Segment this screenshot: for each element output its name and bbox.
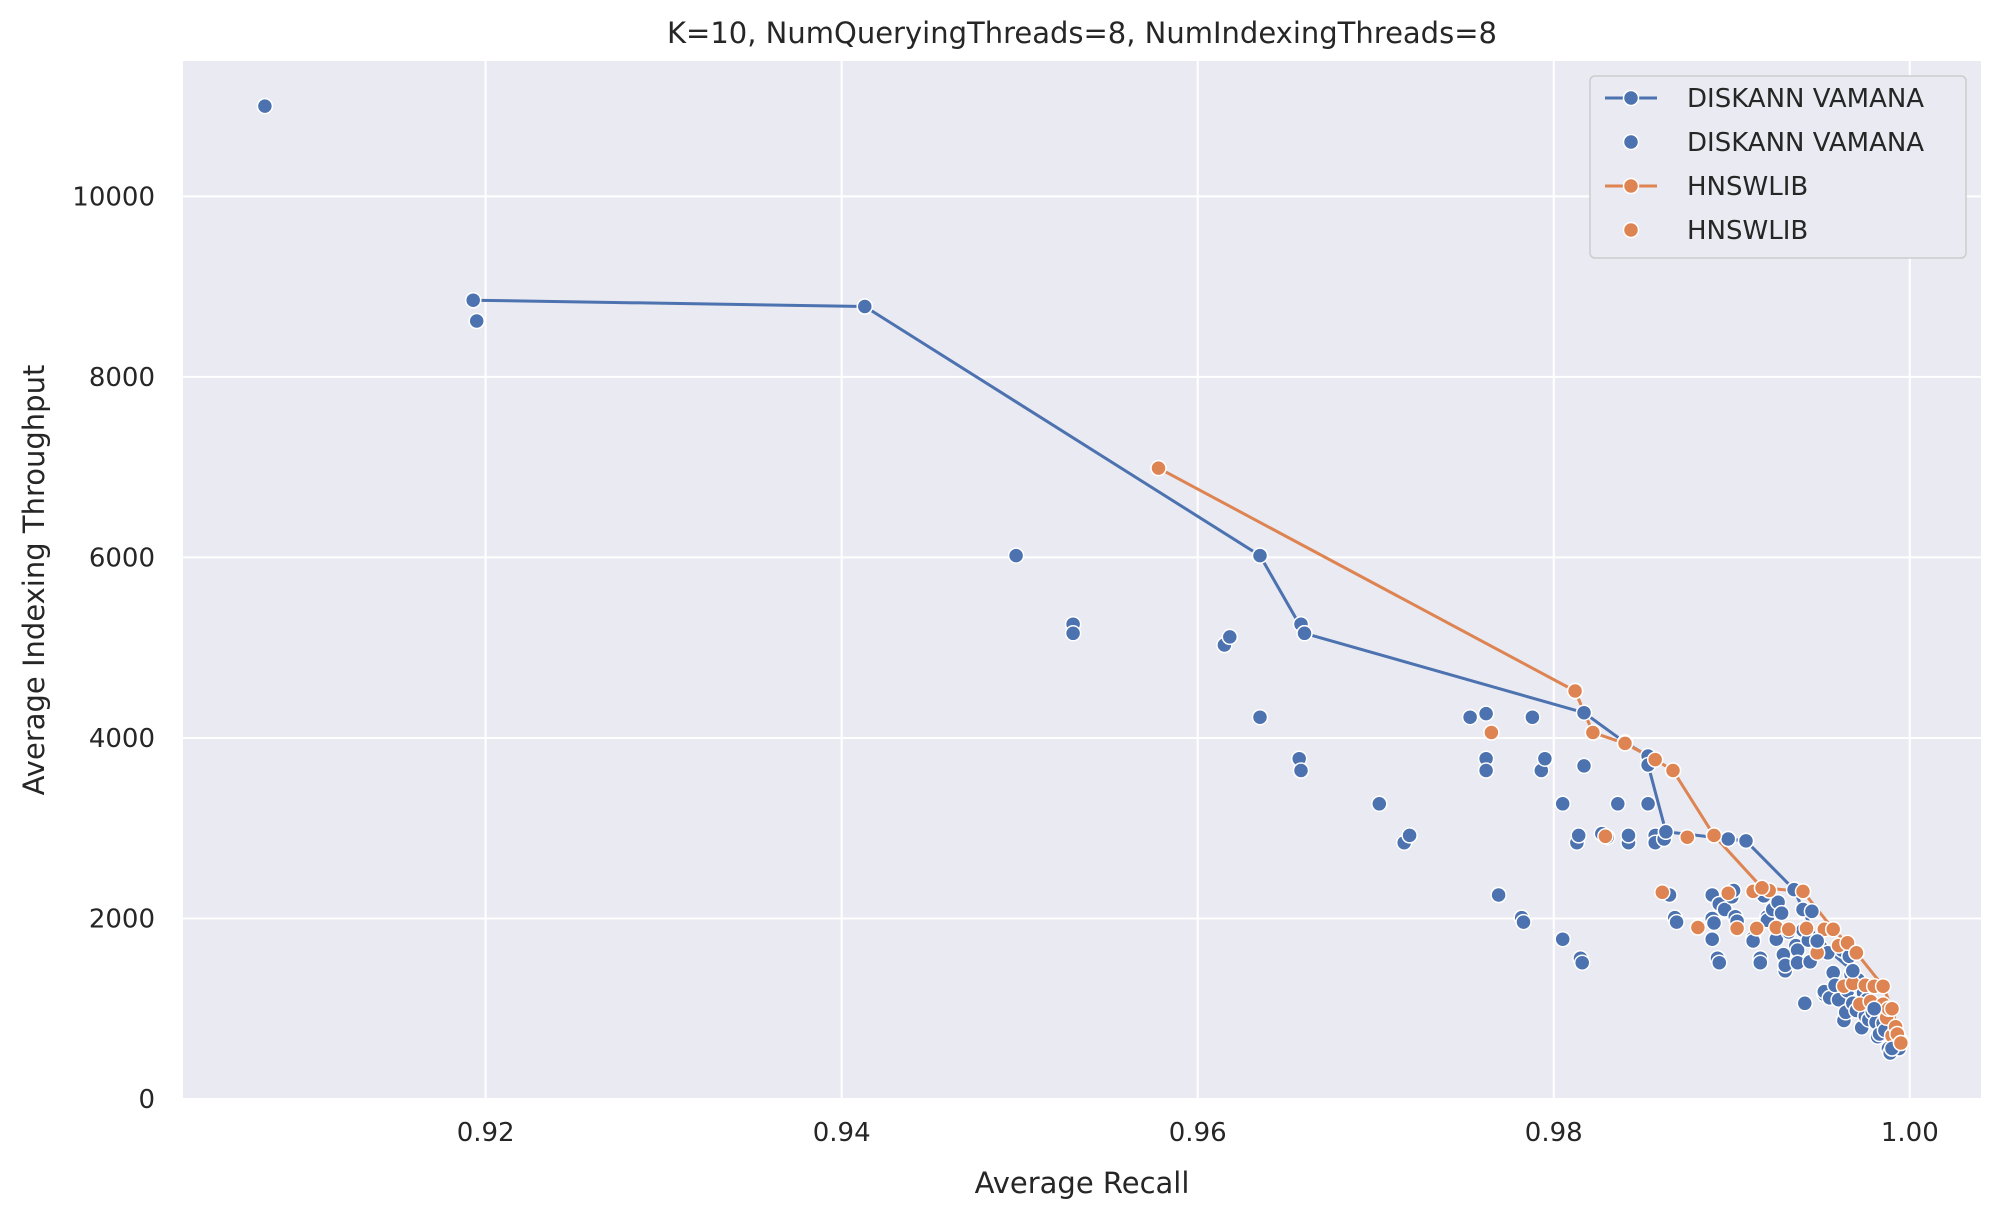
line-marker — [856, 298, 874, 315]
legend: DISKANN VAMANA DISKANN VAMANA HNSWLIB HNSWL… — [1589, 75, 1967, 259]
data-point — [1536, 750, 1554, 767]
line-marker — [1616, 735, 1634, 752]
y-tick-label: 4000 — [89, 724, 155, 754]
data-point — [1803, 903, 1821, 920]
legend-label: HNSWLIB — [1687, 172, 1808, 202]
line-marker — [1657, 823, 1675, 841]
data-point — [1524, 708, 1541, 726]
data-point — [1728, 920, 1746, 937]
data-point — [468, 312, 485, 330]
series-points — [256, 97, 1910, 1062]
line-marker — [1296, 625, 1313, 642]
data-point — [1705, 914, 1723, 932]
line-marker — [1575, 704, 1593, 721]
data-point — [1609, 795, 1627, 813]
data-point — [1719, 884, 1737, 902]
line-marker — [1824, 921, 1842, 938]
line-marker — [1892, 1034, 1910, 1052]
line-marker — [1719, 830, 1737, 848]
data-point — [1371, 795, 1388, 813]
data-point — [1575, 757, 1593, 775]
data-point — [1251, 708, 1269, 726]
line-marker — [1794, 883, 1812, 900]
data-point — [1597, 828, 1614, 845]
y-tick-label: 6000 — [89, 543, 155, 573]
line-marker — [1646, 751, 1664, 768]
legend-marker-swatch — [1622, 89, 1640, 107]
data-point — [1711, 954, 1728, 971]
data-point — [1477, 705, 1495, 722]
x-axis-label: Average Recall — [975, 1166, 1190, 1200]
data-point — [1639, 795, 1657, 813]
legend-label: HNSWLIB — [1687, 216, 1808, 246]
data-point — [1748, 920, 1765, 937]
y-axis-label: Average Indexing Throughput — [17, 365, 51, 796]
x-tick-label: 0.96 — [1169, 1118, 1227, 1148]
data-point — [1668, 913, 1685, 931]
line-marker — [1584, 724, 1602, 741]
y-axis-ticks: 0 2000 4000 6000 8000 10000 — [72, 182, 155, 1115]
data-point — [1570, 827, 1587, 844]
data-point — [1654, 884, 1671, 901]
data-point — [1401, 827, 1418, 844]
data-point — [1554, 795, 1571, 813]
line-marker — [1753, 879, 1771, 897]
data-point — [1292, 762, 1310, 779]
x-tick-label: 0.92 — [457, 1118, 515, 1148]
y-tick-label: 8000 — [89, 363, 155, 393]
legend-label: DISKANN VAMANA — [1687, 128, 1924, 158]
data-point — [1620, 827, 1637, 844]
y-tick-label: 2000 — [89, 904, 155, 934]
line-marker — [1251, 547, 1269, 564]
x-tick-label: 0.98 — [1525, 1118, 1583, 1148]
line-marker — [1883, 1000, 1901, 1017]
line-marker — [1566, 682, 1584, 700]
data-point — [1780, 921, 1797, 938]
legend-box — [1589, 75, 1967, 259]
x-axis-ticks: 0.92 0.94 0.96 0.98 1.00 — [457, 1118, 1939, 1148]
data-point — [1483, 724, 1500, 741]
data-point — [256, 97, 274, 115]
line-marker — [1865, 1000, 1883, 1017]
legend-label: DISKANN VAMANA — [1687, 84, 1924, 114]
legend-marker-swatch — [1622, 221, 1640, 239]
data-point — [1477, 762, 1495, 779]
line-marker — [1844, 962, 1862, 980]
line-marker — [1808, 932, 1826, 950]
data-point — [1554, 930, 1571, 948]
x-tick-label: 1.00 — [1881, 1118, 1939, 1148]
data-point — [1773, 904, 1790, 922]
y-tick-label: 10000 — [72, 182, 155, 212]
line-marker — [1150, 459, 1167, 477]
data-point — [1752, 954, 1769, 971]
chart-title: K=10, NumQueryingThreads=8, NumIndexingT… — [667, 16, 1497, 50]
data-point — [1064, 625, 1082, 642]
data-point — [1573, 954, 1591, 971]
data-point — [1007, 547, 1025, 564]
data-point — [1490, 886, 1507, 904]
x-tick-label: 0.94 — [813, 1118, 871, 1148]
data-point — [1679, 828, 1696, 846]
legend-marker-swatch — [1622, 133, 1640, 151]
y-tick-label: 0 — [138, 1085, 155, 1115]
data-point — [1689, 919, 1707, 936]
data-point — [1798, 920, 1815, 937]
data-point — [1796, 995, 1814, 1012]
data-point — [1221, 628, 1239, 646]
data-point — [1461, 708, 1479, 726]
data-point — [1515, 913, 1532, 931]
legend-marker-swatch — [1622, 177, 1640, 195]
line-marker — [1664, 762, 1682, 779]
line-marker — [464, 291, 482, 309]
line-marker — [1848, 944, 1865, 962]
line-marker — [1705, 827, 1723, 844]
line-marker — [1737, 832, 1755, 850]
line-marker — [1874, 977, 1892, 995]
data-point — [1703, 930, 1721, 948]
